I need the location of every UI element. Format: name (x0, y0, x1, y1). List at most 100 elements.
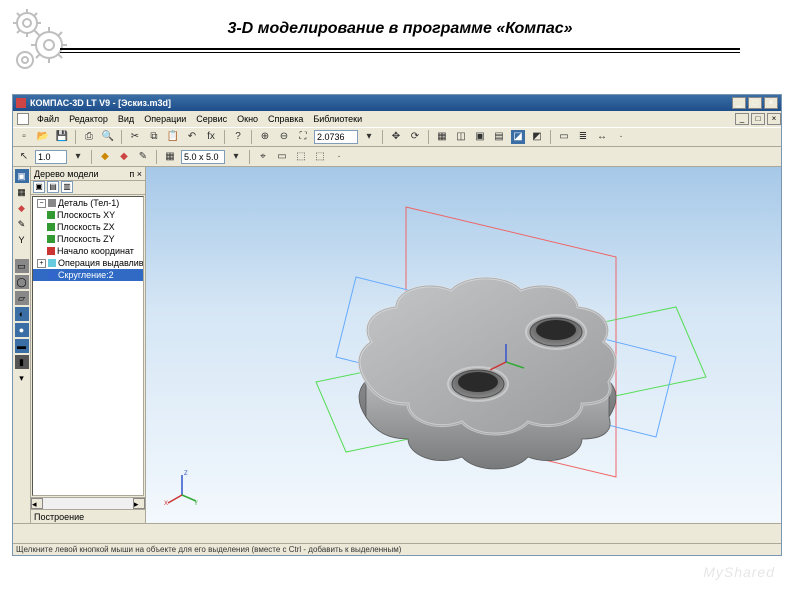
tool-y[interactable]: Y (15, 233, 29, 247)
new-icon[interactable]: ▫ (16, 129, 32, 145)
scroll-track[interactable] (43, 498, 133, 509)
more2-icon[interactable]: · (331, 149, 347, 165)
tree-tab-1[interactable]: ▣ (33, 181, 45, 193)
opt1-icon[interactable]: ⬚ (293, 149, 309, 165)
layers-icon[interactable]: ≣ (575, 129, 591, 145)
tree-root[interactable]: − Деталь (Тел-1) (33, 197, 143, 209)
render-hidden-icon[interactable]: ▤ (491, 129, 507, 145)
tree-pin-close[interactable]: п × (129, 169, 142, 179)
tree-node-plane-zy[interactable]: Плоскость ZY (33, 233, 143, 245)
zoom-out-icon[interactable]: ⊖ (276, 129, 292, 145)
menu-libraries[interactable]: Библиотеки (308, 113, 367, 125)
grid-dropdown-icon[interactable]: ▾ (228, 149, 244, 165)
tool-revolve[interactable]: ◯ (15, 275, 29, 289)
layer-icon[interactable]: ▭ (274, 149, 290, 165)
tool-edit[interactable]: ✎ (15, 217, 29, 231)
menu-view[interactable]: Вид (113, 113, 139, 125)
doc-icon (17, 113, 29, 125)
plane-icon (47, 223, 55, 231)
model-3d[interactable] (359, 278, 616, 469)
pen-icon[interactable]: ✎ (135, 149, 151, 165)
grid-icon[interactable]: ▦ (162, 149, 178, 165)
tree-root-label: Деталь (Тел-1) (58, 198, 119, 208)
decorative-gears-icon (5, 5, 75, 75)
tree-tab-3[interactable]: ▥ (61, 181, 73, 193)
render-shaded-icon[interactable]: ◪ (510, 129, 526, 145)
menu-window[interactable]: Окно (232, 113, 263, 125)
display-icon[interactable]: ▭ (556, 129, 572, 145)
tool-dropdown[interactable]: ▾ (15, 371, 29, 385)
menu-service[interactable]: Сервис (191, 113, 232, 125)
close-button[interactable]: × (764, 97, 778, 109)
tree-node-fillet[interactable]: Скругление:2 (33, 269, 143, 281)
paste-icon[interactable]: 📋 (165, 129, 181, 145)
menu-operations[interactable]: Операции (139, 113, 191, 125)
mdi-min-button[interactable]: _ (735, 113, 749, 125)
rotate-icon[interactable]: ⟳ (407, 129, 423, 145)
tree-node-plane-xy[interactable]: Плоскость XY (33, 209, 143, 221)
dim-icon[interactable]: ↔ (594, 129, 610, 145)
status-text: Щелкните левой кнопкой мыши на объекте д… (16, 545, 401, 554)
tool-point[interactable]: ◆ (15, 201, 29, 215)
render-wire-icon[interactable]: ▣ (472, 129, 488, 145)
fx-icon[interactable]: fx (203, 129, 219, 145)
tree-node-extrude[interactable]: +Операция выдавливания: 1 (33, 257, 143, 269)
opt2-icon[interactable]: ⬚ (312, 149, 328, 165)
grid-field[interactable] (181, 150, 225, 164)
menu-help[interactable]: Справка (263, 113, 308, 125)
scroll-left-icon[interactable]: ◂ (31, 498, 43, 509)
zoom-fit-icon[interactable]: ⛶ (295, 129, 311, 145)
tree-node-label: Плоскость ZY (57, 234, 115, 244)
viewport-3d[interactable]: Z X Y (146, 167, 781, 523)
tree-bottom-tab[interactable]: Построение (34, 512, 84, 522)
tree-node-origin[interactable]: Начало координат (33, 245, 143, 257)
scale-dropdown-icon[interactable]: ▾ (70, 149, 86, 165)
mdi-max-button[interactable]: □ (751, 113, 765, 125)
iso-icon[interactable]: ◫ (453, 129, 469, 145)
scale-field[interactable] (35, 150, 67, 164)
tree-node-label: Плоскость ZX (57, 222, 115, 232)
expander-icon[interactable]: − (37, 199, 46, 208)
pan-icon[interactable]: ✥ (388, 129, 404, 145)
tool-select[interactable]: ▣ (15, 169, 29, 183)
menu-file[interactable]: Файл (32, 113, 64, 125)
tool-fillet[interactable]: ● (15, 323, 29, 337)
undo-icon[interactable]: ↶ (184, 129, 200, 145)
maximize-button[interactable]: □ (748, 97, 762, 109)
tool-shell[interactable]: ▬ (15, 339, 29, 353)
minimize-button[interactable]: _ (732, 97, 746, 109)
cut-icon[interactable]: ✂ (127, 129, 143, 145)
fill-icon[interactable]: ◆ (116, 149, 132, 165)
copy-icon[interactable]: ⧉ (146, 129, 162, 145)
help-icon[interactable]: ? (230, 129, 246, 145)
zoom-field[interactable] (314, 130, 358, 144)
tool-sweep[interactable]: ◐ (15, 307, 29, 321)
zoom-in-icon[interactable]: ⊕ (257, 129, 273, 145)
ortho-icon[interactable]: ▦ (434, 129, 450, 145)
tool-extrude[interactable]: ▭ (15, 259, 29, 273)
arrow-icon[interactable]: ↖ (16, 149, 32, 165)
print-icon[interactable]: ⎙ (81, 129, 97, 145)
tree-scrollbar[interactable]: ◂ ▸ (31, 497, 145, 509)
tool-hole[interactable]: ▮ (15, 355, 29, 369)
expander-icon[interactable]: + (37, 259, 46, 268)
zoom-dropdown-icon[interactable]: ▾ (361, 129, 377, 145)
tool-loft[interactable]: ▱ (15, 291, 29, 305)
snap-icon[interactable]: ⌖ (255, 149, 271, 165)
menubar: Файл Редактор Вид Операции Сервис Окно С… (13, 111, 781, 127)
color-icon[interactable]: ◆ (97, 149, 113, 165)
scroll-right-icon[interactable]: ▸ (133, 498, 145, 509)
tree-title: Дерево модели (34, 169, 99, 179)
window-title: КОМПАС-3D LT V9 - [Эскиз.m3d] (30, 98, 730, 108)
preview-icon[interactable]: 🔍 (100, 129, 116, 145)
more-icon[interactable]: · (613, 129, 629, 145)
open-icon[interactable]: 📂 (35, 129, 51, 145)
mdi-close-button[interactable]: × (767, 113, 781, 125)
save-icon[interactable]: 💾 (54, 129, 70, 145)
bottom-panel (13, 523, 781, 543)
tree-tab-2[interactable]: ▤ (47, 181, 59, 193)
tree-node-plane-zx[interactable]: Плоскость ZX (33, 221, 143, 233)
render-shaded2-icon[interactable]: ◩ (529, 129, 545, 145)
menu-editor[interactable]: Редактор (64, 113, 113, 125)
tool-sketch[interactable]: ▦ (15, 185, 29, 199)
